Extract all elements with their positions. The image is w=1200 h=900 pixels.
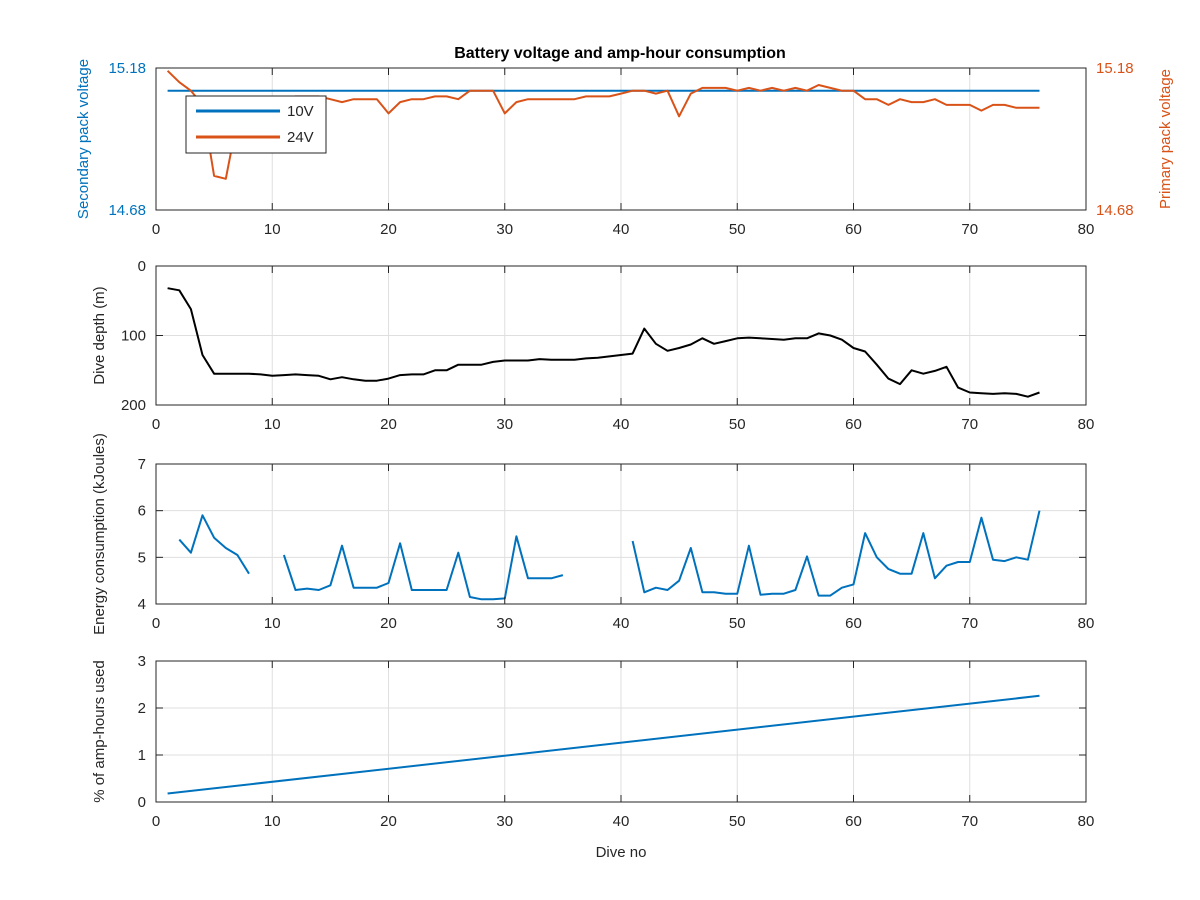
x-tick-label: 50 [729,221,746,238]
legend: 10V 24V [185,95,327,154]
x-tick-label: 80 [1078,615,1095,632]
x-tick-label: 20 [380,615,397,632]
y-tick-label: 3 [138,653,146,670]
series-line-amp-hours [167,694,1040,795]
series-line-energy [178,514,250,575]
y-tick-label: 0 [138,258,146,275]
y-tick-label: 5 [138,549,146,566]
x-tick-label: 10 [264,615,281,632]
subplots: 0 10 20 30 40 50 60 70 8014.6815.1814.6815.18Sec… [75,59,1174,861]
panel-amp-hours: 0 10 20 30 40 50 60 70 80 0 1 2 3 % of amp-hours used… [91,653,1094,861]
x-tick-label: 60 [845,813,862,830]
y-tick-label: 200 [121,397,146,414]
y-tick-label: 2 [138,700,146,717]
y-tick-label: 7 [138,456,146,473]
x-tick-label: 0 [152,615,160,632]
x-tick-label: 80 [1078,221,1095,238]
legend-box [185,95,327,154]
y-tick-label: 4 [138,596,146,613]
x-tick-label: 20 [380,221,397,238]
x-tick-label: 20 [380,416,397,433]
x-tick-label: 30 [496,416,513,433]
x-tick-label: 10 [264,813,281,830]
y-tick-label: 15.18 [108,60,146,77]
y-tick-label: 100 [121,328,146,345]
x-tick-label: 70 [961,615,978,632]
legend-label-24v: 24V [287,129,314,146]
x-tick-label: 40 [613,615,630,632]
y-axis-label: Dive depth (m) [91,286,108,384]
x-tick-label: 80 [1078,416,1095,433]
x-tick-label: 0 [152,813,160,830]
panel-depth: 0 10 20 30 40 50 60 70 80 0 100 200 Dive depth (m) [91,258,1094,433]
x-tick-label: 40 [613,813,630,830]
y-axis-label: Secondary pack voltage [75,59,92,219]
x-tick-label: 50 [729,416,746,433]
x-axis-label: Dive no [596,844,647,861]
x-tick-label: 50 [729,615,746,632]
x-tick-label: 60 [845,416,862,433]
x-tick-label: 50 [729,813,746,830]
x-tick-label: 30 [496,813,513,830]
x-tick-label: 10 [264,221,281,238]
x-tick-label: 0 [152,221,160,238]
y-right-tick-label: 15.18 [1096,60,1134,77]
x-tick-label: 30 [496,615,513,632]
x-tick-label: 10 [264,416,281,433]
y-right-tick-label: 14.68 [1096,202,1134,219]
x-tick-label: 60 [845,615,862,632]
legend-label-10v: 10V [287,103,314,120]
figure-title: Battery voltage and amp-hour consumption [454,45,786,62]
x-tick-label: 20 [380,813,397,830]
series-line-energy [631,510,1041,597]
y-tick-label: 6 [138,503,146,520]
panel-voltage: 0 10 20 30 40 50 60 70 8014.6815.1814.6815.18Sec… [75,59,1174,238]
x-tick-label: 70 [961,813,978,830]
x-tick-label: 80 [1078,813,1095,830]
x-tick-label: 0 [152,416,160,433]
y-tick-label: 14.68 [108,202,146,219]
x-tick-label: 70 [961,416,978,433]
y-axis-label: Energy consumption (kJoules) [91,433,108,635]
series-line-energy [282,535,564,601]
y-tick-label: 1 [138,747,146,764]
x-tick-label: 70 [961,221,978,238]
series-line-depth [167,287,1040,398]
y-tick-label: 0 [138,794,146,811]
x-tick-label: 30 [496,221,513,238]
y-axis-label: % of amp-hours used [91,660,108,803]
x-tick-label: 60 [845,221,862,238]
y-right-axis-label: Primary pack voltage [1157,69,1174,209]
x-tick-label: 40 [613,416,630,433]
x-tick-label: 40 [613,221,630,238]
panel-energy: 0 10 20 30 40 50 60 70 80 4 5 6 7 Energy consumption … [91,433,1094,635]
